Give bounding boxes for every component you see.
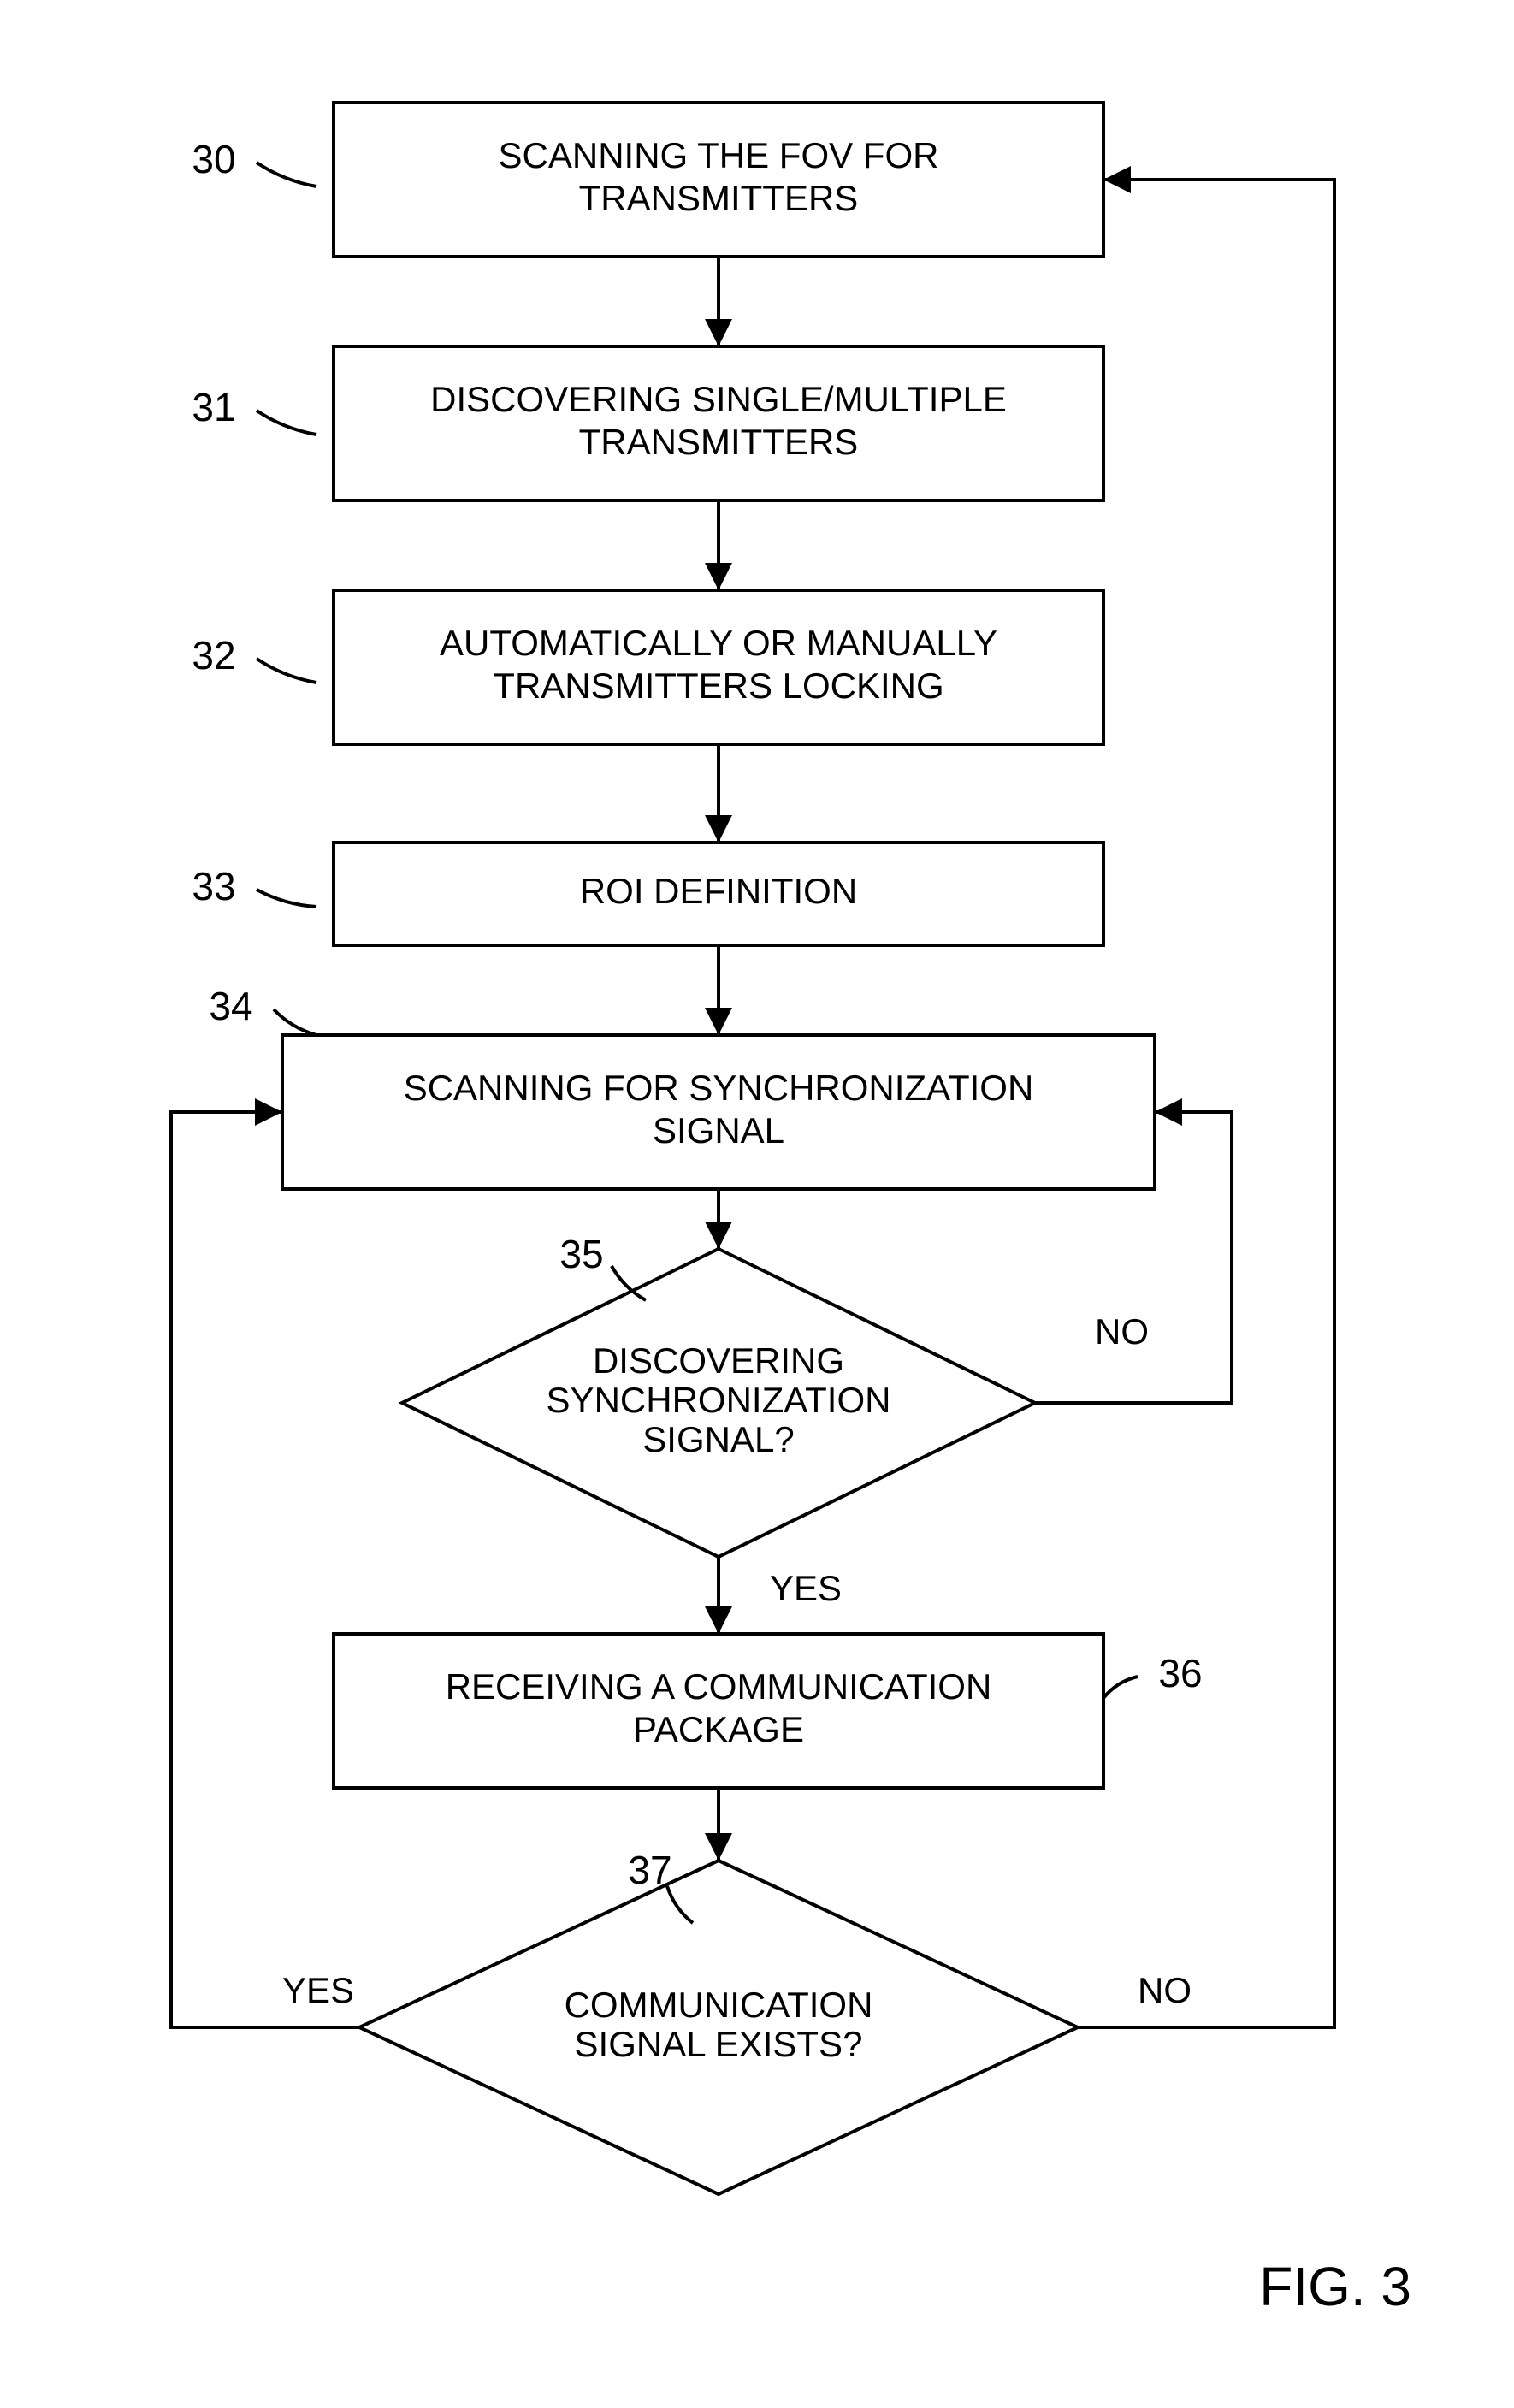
b33: ROI DEFINITION bbox=[334, 843, 1103, 945]
d37-text-1: SIGNAL EXISTS? bbox=[575, 2024, 863, 2064]
d37-text-0: COMMUNICATION bbox=[565, 1985, 873, 2025]
b36-text-0: RECEIVING A COMMUNICATION bbox=[446, 1666, 992, 1707]
d35-no: NO bbox=[1095, 1311, 1149, 1352]
b31-text-1: TRANSMITTERS bbox=[579, 422, 859, 462]
b36-ref: 36 bbox=[1158, 1651, 1202, 1695]
b31: DISCOVERING SINGLE/MULTIPLETRANSMITTERS bbox=[334, 346, 1103, 500]
d35-ref: 35 bbox=[559, 1232, 603, 1276]
d37-yes: YES bbox=[282, 1970, 354, 2010]
d35: DISCOVERINGSYNCHRONIZATIONSIGNAL? bbox=[402, 1249, 1035, 1557]
b34: SCANNING FOR SYNCHRONIZATIONSIGNAL bbox=[282, 1035, 1155, 1189]
b33-ref: 33 bbox=[192, 864, 235, 908]
b36: RECEIVING A COMMUNICATIONPACKAGE bbox=[334, 1634, 1103, 1788]
d35-text-2: SIGNAL? bbox=[642, 1419, 794, 1459]
figure-label: FIG. 3 bbox=[1259, 2256, 1411, 2317]
d37-ref: 37 bbox=[628, 1848, 671, 1892]
b30-ref: 30 bbox=[192, 137, 235, 181]
d37-no: NO bbox=[1138, 1970, 1192, 2010]
b34-text-1: SIGNAL bbox=[653, 1110, 784, 1151]
b32-ref: 32 bbox=[192, 633, 235, 677]
d35-text-0: DISCOVERING bbox=[593, 1340, 844, 1381]
b32-text-1: TRANSMITTERS LOCKING bbox=[493, 666, 943, 706]
b31-ref: 31 bbox=[192, 385, 235, 429]
b30-text-0: SCANNING THE FOV FOR bbox=[499, 135, 939, 175]
b33-text-0: ROI DEFINITION bbox=[580, 871, 857, 911]
b31-text-0: DISCOVERING SINGLE/MULTIPLE bbox=[430, 379, 1007, 419]
d37: COMMUNICATIONSIGNAL EXISTS? bbox=[359, 1861, 1078, 2194]
b32: AUTOMATICALLY OR MANUALLYTRANSMITTERS LO… bbox=[334, 590, 1103, 744]
b30: SCANNING THE FOV FORTRANSMITTERS bbox=[334, 103, 1103, 257]
b30-text-1: TRANSMITTERS bbox=[579, 178, 859, 218]
d35-yes: YES bbox=[770, 1568, 842, 1608]
b36-text-1: PACKAGE bbox=[633, 1709, 804, 1749]
b34-text-0: SCANNING FOR SYNCHRONIZATION bbox=[404, 1068, 1034, 1108]
b32-text-0: AUTOMATICALLY OR MANUALLY bbox=[440, 623, 997, 663]
d35-text-1: SYNCHRONIZATION bbox=[547, 1380, 891, 1420]
b34-ref: 34 bbox=[209, 984, 252, 1028]
